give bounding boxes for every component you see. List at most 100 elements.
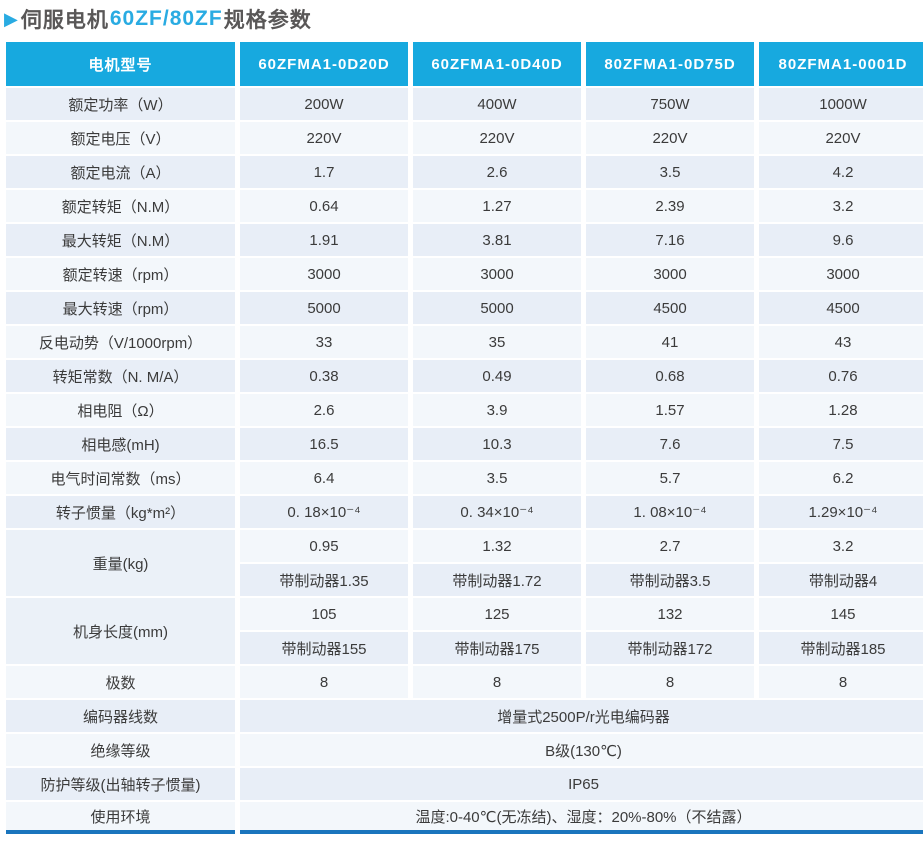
data-cell: 0. 18×10⁻⁴ — [240, 496, 408, 528]
data-cell: 5000 — [413, 292, 581, 324]
span-cell: B级(130℃) — [240, 734, 923, 766]
data-cell: 8 — [240, 666, 408, 698]
data-cell: 带制动器1.35 — [240, 564, 408, 596]
data-cell: 3000 — [240, 258, 408, 290]
data-cell: 3000 — [413, 258, 581, 290]
row-label-cell: 相电阻（Ω） — [6, 394, 235, 426]
header-cell: 80ZFMA1-0001D — [759, 42, 923, 86]
data-cell: 3000 — [759, 258, 923, 290]
data-cell: 8 — [759, 666, 923, 698]
data-cell: 6.4 — [240, 462, 408, 494]
span-cell: IP65 — [240, 768, 923, 800]
table-row: 机身长度(mm) 105 125 132 145 — [6, 598, 923, 664]
data-cell: 125 — [413, 598, 581, 630]
data-cell: 1.57 — [586, 394, 754, 426]
data-cell: 1. 08×10⁻⁴ — [586, 496, 754, 528]
data-cell: 带制动器1.72 — [413, 564, 581, 596]
table-row: 编码器线数 增量式2500P/r光电编码器 — [6, 700, 923, 732]
data-cell: 0. 34×10⁻⁴ — [413, 496, 581, 528]
data-cell: 2.6 — [240, 394, 408, 426]
row-label-cell: 电气时间常数（ms） — [6, 462, 235, 494]
data-cell: 3000 — [586, 258, 754, 290]
table-row: 转矩常数（N. M/A） 0.38 0.49 0.68 0.76 — [6, 360, 923, 392]
row-label-cell: 机身长度(mm) — [6, 598, 235, 664]
header-row: 电机型号 60ZFMA1-0D20D 60ZFMA1-0D40D 80ZFMA1-0D… — [6, 42, 923, 86]
header-cell: 80ZFMA1-0D75D — [586, 42, 754, 86]
table-row: 使用环境 温度:0-40℃(无冻结)、湿度：20%-80%（不结露） — [6, 802, 923, 834]
data-cell: 1.29×10⁻⁴ — [759, 496, 923, 528]
row-label-cell: 防护等级(出轴转子惯量) — [6, 768, 235, 800]
data-cell: 132 — [586, 598, 754, 630]
header-cell: 60ZFMA1-0D40D — [413, 42, 581, 86]
data-cell: 6.2 — [759, 462, 923, 494]
data-cell: 5.7 — [586, 462, 754, 494]
table-row: 带制动器155 带制动器175 带制动器172 带制动器185 — [6, 632, 923, 664]
data-cell: 0.68 — [586, 360, 754, 392]
table-row: 电气时间常数（ms） 6.4 3.5 5.7 6.2 — [6, 462, 923, 494]
data-cell: 1.27 — [413, 190, 581, 222]
data-cell: 0.49 — [413, 360, 581, 392]
table-row: 最大转速（rpm） 5000 5000 4500 4500 — [6, 292, 923, 324]
data-cell: 10.3 — [413, 428, 581, 460]
row-label-cell: 最大转速（rpm） — [6, 292, 235, 324]
row-label-cell: 重量(kg) — [6, 530, 235, 596]
data-cell: 1000W — [759, 88, 923, 120]
table-row: 绝缘等级 B级(130℃) — [6, 734, 923, 766]
data-cell: 0.64 — [240, 190, 408, 222]
table-row: 重量(kg) 0.95 1.32 2.7 3.2 — [6, 530, 923, 596]
data-cell: 41 — [586, 326, 754, 358]
data-cell: 1.32 — [413, 530, 581, 562]
title-text-right: 规格参数 — [223, 9, 312, 32]
data-cell: 35 — [413, 326, 581, 358]
data-cell: 7.16 — [586, 224, 754, 256]
row-label-cell: 编码器线数 — [6, 700, 235, 732]
data-cell: 带制动器155 — [240, 632, 408, 664]
data-cell: 220V — [413, 122, 581, 154]
data-cell: 105 — [240, 598, 408, 630]
data-cell: 3.2 — [759, 190, 923, 222]
data-cell: 3.9 — [413, 394, 581, 426]
data-cell: 0.76 — [759, 360, 923, 392]
data-cell: 8 — [586, 666, 754, 698]
data-cell: 220V — [586, 122, 754, 154]
title-accent: 60ZF/80ZF — [109, 7, 223, 30]
table-row: 反电动势（V/1000rpm） 33 35 41 43 — [6, 326, 923, 358]
title-arrow-icon: ▶ — [4, 8, 19, 29]
data-cell: 3.5 — [413, 462, 581, 494]
data-cell: 16.5 — [240, 428, 408, 460]
span-cell: 增量式2500P/r光电编码器 — [240, 700, 923, 732]
row-label-cell: 相电感(mH) — [6, 428, 235, 460]
data-cell: 750W — [586, 88, 754, 120]
row-label-cell: 额定电压（V） — [6, 122, 235, 154]
data-cell: 带制动器185 — [759, 632, 923, 664]
data-cell: 带制动器175 — [413, 632, 581, 664]
table-row: 额定功率（W） 200W 400W 750W 1000W — [6, 88, 923, 120]
row-label-cell: 绝缘等级 — [6, 734, 235, 766]
span-cell: 温度:0-40℃(无冻结)、湿度：20%-80%（不结露） — [240, 802, 923, 834]
table-row: 额定电压（V） 220V 220V 220V 220V — [6, 122, 923, 154]
data-cell: 1.7 — [240, 156, 408, 188]
data-cell: 2.7 — [586, 530, 754, 562]
table-row: 额定转矩（N.M） 0.64 1.27 2.39 3.2 — [6, 190, 923, 222]
header-cell: 60ZFMA1-0D20D — [240, 42, 408, 86]
row-label-cell: 额定转矩（N.M） — [6, 190, 235, 222]
row-label-cell: 极数 — [6, 666, 235, 698]
table-row: 带制动器1.35 带制动器1.72 带制动器3.5 带制动器4 — [6, 564, 923, 596]
row-label-cell: 额定功率（W） — [6, 88, 235, 120]
data-cell: 43 — [759, 326, 923, 358]
data-cell: 0.95 — [240, 530, 408, 562]
data-cell: 1.91 — [240, 224, 408, 256]
data-cell: 4.2 — [759, 156, 923, 188]
data-cell: 3.81 — [413, 224, 581, 256]
table-row: 额定电流（A） 1.7 2.6 3.5 4.2 — [6, 156, 923, 188]
data-cell: 7.6 — [586, 428, 754, 460]
table-row: 防护等级(出轴转子惯量) IP65 — [6, 768, 923, 800]
table-row: 相电感(mH) 16.5 10.3 7.6 7.5 — [6, 428, 923, 460]
table-row: 极数 8 8 8 8 — [6, 666, 923, 698]
data-cell: 2.39 — [586, 190, 754, 222]
title-text-left: 伺服电机 — [20, 9, 109, 32]
data-cell: 带制动器4 — [759, 564, 923, 596]
page-title: ▶ 伺服电机 60ZF/80ZF 规格参数 — [4, 4, 922, 34]
data-cell: 5000 — [240, 292, 408, 324]
data-cell: 33 — [240, 326, 408, 358]
